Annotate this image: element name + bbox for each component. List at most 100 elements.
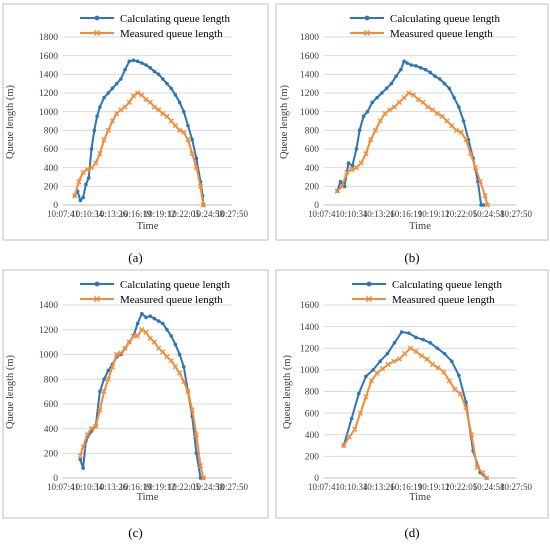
- data-point-measured: [434, 110, 441, 117]
- data-point-calculating: [414, 335, 418, 340]
- data-point-measured: [429, 107, 436, 113]
- legend-label: Calculating queue length: [390, 13, 500, 25]
- data-point-measured: [197, 183, 204, 189]
- data-point-measured: [482, 193, 488, 199]
- data-point-measured: [474, 464, 480, 470]
- data-point-measured: [472, 165, 479, 171]
- data-point-calculating: [457, 105, 461, 109]
- data-point-calculating: [78, 457, 83, 462]
- data-point-measured: [109, 118, 116, 124]
- data-point-measured: [484, 202, 491, 208]
- data-point-calculating: [371, 368, 375, 372]
- x-tick-label: 10:10:34: [335, 209, 368, 219]
- data-point-calculating: [78, 198, 83, 203]
- data-point-measured: [374, 370, 380, 376]
- data-point-measured: [114, 351, 120, 358]
- data-point-measured: [346, 434, 352, 440]
- x-tick-label: 10:24:58: [192, 209, 225, 219]
- legend-marker: [93, 29, 101, 37]
- data-point-calculating: [194, 156, 199, 161]
- y-tick-label: 400: [305, 431, 320, 441]
- x-tick-label: 10:24:58: [473, 209, 506, 219]
- x-tick-label: 10:10:34: [71, 209, 104, 219]
- data-point-measured: [368, 378, 375, 384]
- data-point-measured: [193, 165, 200, 171]
- legend-marker: [93, 295, 101, 303]
- data-point-measured: [387, 107, 393, 113]
- x-axis-title: Time: [137, 492, 159, 503]
- data-point-measured: [429, 361, 436, 368]
- legend-marker: [363, 29, 371, 37]
- data-point-measured: [410, 92, 417, 98]
- data-point-measured: [80, 444, 86, 450]
- x-tick-label: 10:22:05: [445, 482, 478, 492]
- data-point-calculating: [165, 81, 169, 86]
- data-point-calculating: [84, 182, 88, 187]
- x-tick-label: 10:13:26: [95, 482, 128, 492]
- data-point-measured: [396, 356, 402, 362]
- data-point-measured: [97, 151, 103, 157]
- data-point-calculating: [102, 95, 106, 100]
- legend-marker: [365, 295, 373, 303]
- legend-label: Measured queue length: [390, 28, 493, 40]
- y-tick-label: 600: [305, 409, 320, 419]
- data-point-measured: [368, 137, 374, 143]
- data-point-measured: [185, 137, 191, 143]
- x-tick-label: 10:19:12: [418, 209, 450, 219]
- data-point-calculating: [357, 128, 362, 133]
- data-point-measured: [363, 394, 369, 400]
- data-point-calculating: [144, 63, 148, 67]
- data-point-measured: [118, 350, 124, 356]
- legend-label: Calculating queue length: [392, 279, 502, 291]
- data-point-measured: [76, 179, 82, 185]
- data-point-measured: [477, 179, 483, 185]
- x-tick-label: 10:22:05: [445, 209, 478, 219]
- data-point-measured: [97, 407, 103, 413]
- data-point-calculating: [181, 364, 186, 369]
- legend-label: Measured queue length: [392, 294, 495, 306]
- panel-label: (b): [404, 250, 419, 265]
- series-line-calculating: [73, 59, 205, 206]
- data-point-calculating: [384, 86, 389, 91]
- y-tick-label: 800: [44, 127, 59, 137]
- data-point-measured: [122, 345, 128, 351]
- data-point-calculating: [81, 195, 85, 200]
- data-point-measured: [379, 366, 386, 372]
- data-point-measured: [413, 348, 419, 355]
- data-point-calculating: [409, 63, 413, 67]
- data-point-measured: [160, 349, 166, 355]
- data-point-measured: [193, 432, 200, 438]
- data-point-measured: [344, 169, 350, 175]
- data-point-calculating: [127, 59, 132, 64]
- data-point-calculating: [407, 331, 411, 335]
- y-tick-label: 1400: [39, 301, 58, 311]
- y-tick-label: 1200: [39, 89, 58, 99]
- data-point-measured: [372, 127, 379, 133]
- y-axis-title: Queue length (m): [5, 84, 16, 159]
- data-point-measured: [441, 369, 447, 375]
- data-point-calculating: [442, 81, 447, 86]
- data-point-measured: [377, 118, 383, 124]
- data-point-measured: [105, 127, 111, 133]
- data-point-measured: [341, 442, 347, 449]
- data-point-measured: [407, 345, 414, 351]
- data-point-measured: [130, 333, 137, 339]
- y-tick-label: 1600: [300, 52, 319, 62]
- y-tick-label: 800: [44, 375, 59, 385]
- data-point-measured: [468, 151, 474, 157]
- data-point-measured: [425, 104, 431, 110]
- x-tick-label: 10:22:05: [168, 482, 201, 492]
- data-point-measured: [457, 391, 464, 397]
- data-point-calculating: [177, 100, 182, 105]
- y-tick-label: 200: [44, 449, 59, 459]
- data-point-measured: [463, 137, 469, 143]
- data-point-calculating: [414, 64, 418, 68]
- data-point-calculating: [349, 416, 354, 421]
- data-point-measured: [396, 99, 402, 105]
- data-point-measured: [479, 469, 486, 476]
- panel-label: (c): [128, 525, 142, 540]
- data-point-calculating: [156, 72, 161, 77]
- data-point-measured: [452, 386, 458, 392]
- data-point-calculating: [190, 137, 194, 142]
- data-point-calculating: [110, 86, 115, 91]
